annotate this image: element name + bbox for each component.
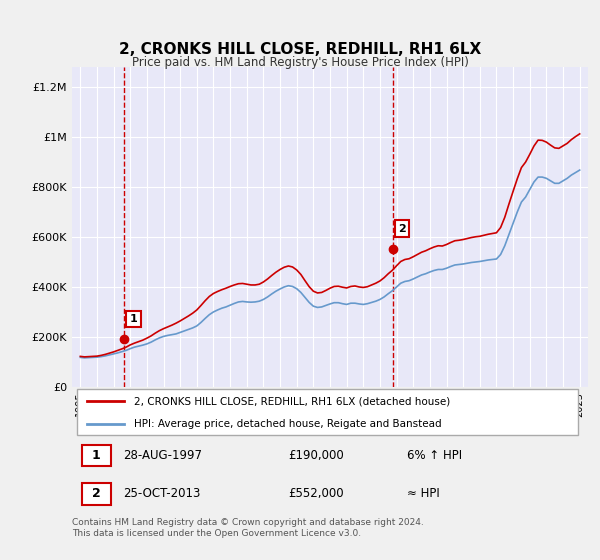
Text: 1: 1	[92, 449, 101, 462]
Text: 6% ↑ HPI: 6% ↑ HPI	[407, 449, 463, 462]
FancyBboxPatch shape	[82, 445, 110, 466]
Text: 2: 2	[398, 223, 406, 234]
FancyBboxPatch shape	[82, 483, 110, 505]
Text: 1: 1	[130, 314, 137, 324]
Text: Price paid vs. HM Land Registry's House Price Index (HPI): Price paid vs. HM Land Registry's House …	[131, 56, 469, 69]
Text: 2: 2	[92, 488, 101, 501]
Text: HPI: Average price, detached house, Reigate and Banstead: HPI: Average price, detached house, Reig…	[134, 419, 442, 428]
FancyBboxPatch shape	[77, 389, 578, 436]
Text: Contains HM Land Registry data © Crown copyright and database right 2024.
This d: Contains HM Land Registry data © Crown c…	[72, 518, 424, 538]
Text: £190,000: £190,000	[289, 449, 344, 462]
Text: 25-OCT-2013: 25-OCT-2013	[124, 488, 201, 501]
Text: £552,000: £552,000	[289, 488, 344, 501]
Text: 2, CRONKS HILL CLOSE, REDHILL, RH1 6LX (detached house): 2, CRONKS HILL CLOSE, REDHILL, RH1 6LX (…	[134, 396, 450, 406]
Text: ≈ HPI: ≈ HPI	[407, 488, 440, 501]
Text: 28-AUG-1997: 28-AUG-1997	[124, 449, 203, 462]
Text: 2, CRONKS HILL CLOSE, REDHILL, RH1 6LX: 2, CRONKS HILL CLOSE, REDHILL, RH1 6LX	[119, 42, 481, 57]
